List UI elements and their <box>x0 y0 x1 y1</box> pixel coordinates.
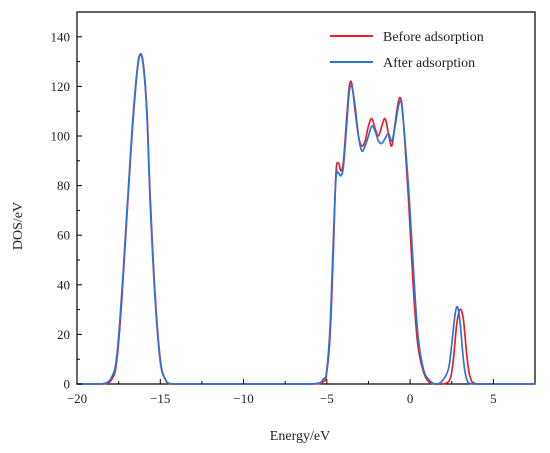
x-axis-title: Energy/eV <box>270 429 330 444</box>
legend-label: After adsorption <box>383 56 475 71</box>
y-tick-label: 40 <box>57 277 70 292</box>
legend-label: Before adsorption <box>383 30 484 45</box>
y-tick-label: 60 <box>57 228 70 243</box>
x-tick-label: −10 <box>233 391 253 406</box>
y-axis-title: DOS/eV <box>11 202 26 250</box>
y-tick-label: 100 <box>51 129 71 144</box>
y-tick-label: 120 <box>51 79 71 94</box>
series-layer <box>76 53 535 385</box>
y-tick-label: 140 <box>51 29 71 44</box>
series-line-after <box>76 53 535 385</box>
y-tick-label: 80 <box>57 178 70 193</box>
x-tick-label: −20 <box>67 391 87 406</box>
y-tick-label: 0 <box>64 377 71 392</box>
x-tick-label: −15 <box>150 391 170 406</box>
x-tick-label: 5 <box>490 391 497 406</box>
x-tick-label: −5 <box>320 391 334 406</box>
ticks-layer: −20 −15 −10 −5 0 5 0 20 40 60 80 100 120 140 <box>51 29 497 406</box>
y-tick-label: 20 <box>57 327 70 342</box>
legend: Before adsorption After adsorption <box>330 30 484 71</box>
x-tick-label: 0 <box>407 391 414 406</box>
